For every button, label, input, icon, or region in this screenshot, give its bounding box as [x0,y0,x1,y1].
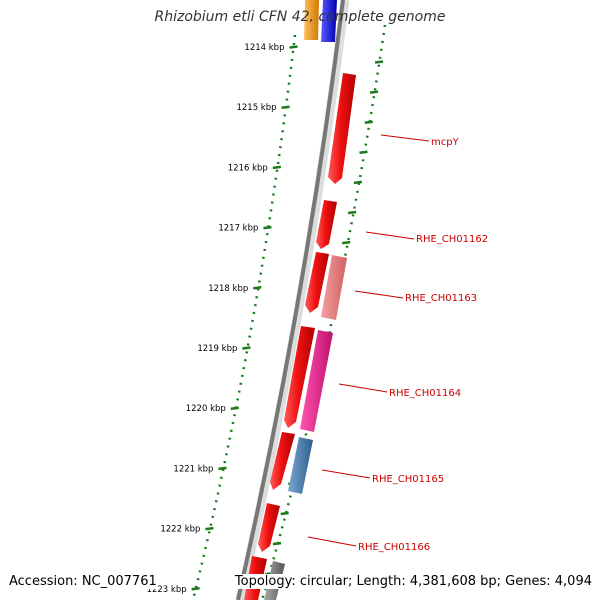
genome-summary: Topology: circular; Length: 4,381,608 bp… [232,574,592,589]
tick-mark [253,286,262,290]
tick-mark [191,587,200,591]
gene-orange [304,0,319,40]
gene-rhe-ch01163-pink [321,255,347,320]
outer-tick-mark [342,240,351,245]
inner-dotted-circle [191,34,297,600]
outer-tick-mark [359,150,368,155]
gene-rhe-ch01162 [316,200,337,249]
label-line-rhe-ch01164 [338,383,388,393]
label-line-rhe-ch01166 [307,536,357,547]
tick-label: 1215 kbp [236,103,276,113]
tick-label: 1219 kbp [197,344,237,354]
tick-label: 1220 kbp [186,404,226,414]
gene-label-mcpy: mcpY [431,137,460,148]
map-title: Rhizobium etli CFN 42, complete genome [154,9,446,25]
gene-rhe-ch01165-blue [288,437,313,494]
gene-rhe-ch01166 [258,503,280,552]
outer-tick-mark [280,511,289,516]
tick-mark [289,45,298,49]
tick-mark [218,466,227,471]
gene-rhe-ch01164-red [284,326,315,428]
gene-rhe-ch01163-red [305,252,329,313]
tick-label: 1223 kbp [147,585,187,595]
outer-tick-mark [374,60,384,64]
outer-tick-mark [347,210,357,215]
gene-rhe-ch01165-red [270,432,295,490]
gene-label-rhe-ch01166: RHE_CH01166 [358,542,430,553]
tick-label: 1214 kbp [244,43,284,53]
gene-label-rhe-ch01163: RHE_CH01163 [405,293,477,304]
tick-mark [205,526,214,531]
gene-mcpy [328,73,356,184]
tick-mark [230,406,239,410]
outer-tick-mark [272,541,282,546]
tick-label: 1216 kbp [228,163,268,173]
gene-rhe-ch01164-magenta [300,330,333,432]
tick-marks: 1214 kbp 1215 kbp 1216 kbp 1217 kbp 1218 kbp… [147,43,298,595]
label-line-rhe-ch01162 [365,231,415,240]
outer-tick-mark [369,90,379,94]
label-line-rhe-ch01163 [354,290,404,299]
outer-tick-mark [364,120,373,124]
tick-label: 1222 kbp [160,525,200,535]
gene-label-rhe-ch01164: RHE_CH01164 [389,388,461,399]
tick-mark [242,346,251,350]
genome-backbone-line [236,0,345,600]
tick-label: 1217 kbp [218,224,258,234]
tick-mark [281,105,290,109]
gene-label-rhe-ch01165: RHE_CH01165 [372,474,444,485]
label-line-mcpy [380,134,430,142]
gene-label-rhe-ch01162: RHE_CH01162 [416,234,488,245]
tick-label: 1221 kbp [173,464,213,474]
outer-tick-mark [353,180,363,185]
tick-mark [272,165,281,170]
tick-mark [263,225,272,230]
accession-label: Accession: NC_007761 [9,574,157,589]
label-line-rhe-ch01165 [321,469,371,479]
tick-label: 1218 kbp [208,284,248,294]
gene-blue [321,0,337,42]
